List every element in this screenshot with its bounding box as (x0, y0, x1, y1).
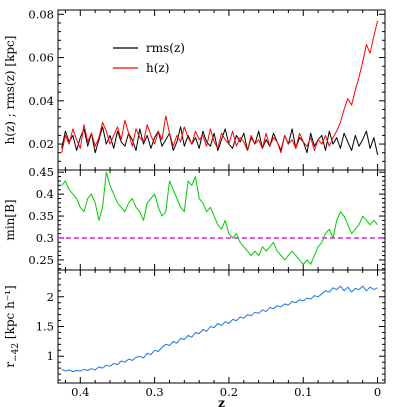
series-line-panel1-0 (61, 171, 378, 265)
series-line-panel2-0 (61, 285, 378, 373)
series-line-h-z- (61, 20, 379, 154)
legend-label: rms(z) (146, 41, 185, 55)
axes-frame (57, 9, 386, 171)
x-tick-label: 0.4 (71, 385, 89, 399)
y-axis-label: r−42 [kpc h⁻¹] (3, 285, 21, 367)
y-tick-label: 0.35 (28, 209, 54, 223)
series-line-rms-z- (61, 126, 379, 156)
y-tick-label: 0.25 (28, 253, 54, 267)
y-tick-label: 0.06 (28, 51, 54, 65)
y-tick-label: 0.08 (28, 7, 54, 21)
panel-minB: 0.25 0.3 0.35 0.4 0.45 min[B] (3, 165, 386, 271)
y-axis-label: min[B] (3, 199, 17, 240)
y-tick-label: 0.4 (36, 187, 54, 201)
axes-frame (57, 169, 386, 271)
y-tick-label: 2 (47, 290, 54, 304)
y-tick-label: 0.45 (28, 165, 54, 179)
x-axis-label: z (218, 396, 225, 407)
x-tick-label: 0.1 (294, 385, 312, 399)
y-axis-label: h(z) ; rms(z) [kpc] (3, 36, 17, 145)
y-tick-label: 0.3 (36, 231, 54, 245)
x-tick-label: 0.3 (145, 385, 163, 399)
x-tick-label: 0 (374, 385, 381, 399)
axes-frame (57, 269, 386, 384)
x-tick-label: 0.2 (220, 385, 238, 399)
y-tick-label: 0.04 (28, 94, 54, 108)
y-tick-label: 1 (47, 349, 54, 363)
panel-r42: 1 1.5 2 0.4 0.3 0.2 0.1 0 r−42 [kpc h⁻¹] z (3, 269, 386, 407)
y-tick-label: 1.5 (36, 320, 54, 334)
y-tick-label: 0.02 (28, 137, 54, 151)
legend-label: h(z) (146, 61, 169, 75)
panel-h-rms: 0.02 0.04 0.06 0.08 h(z) ; rms(z) [kpc] rms(z… (3, 7, 386, 171)
